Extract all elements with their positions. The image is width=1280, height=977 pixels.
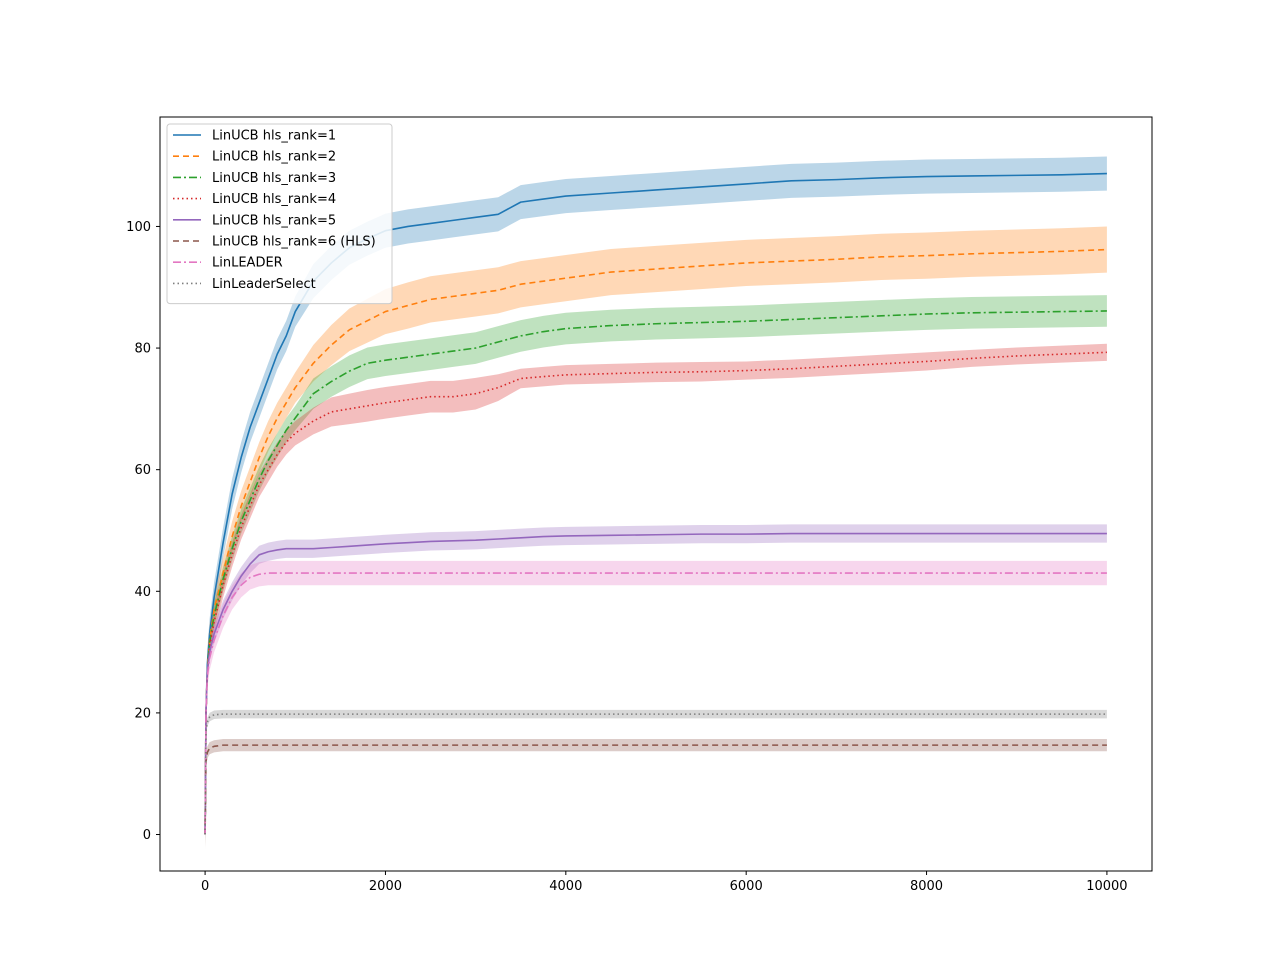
y-tick-label: 0 <box>143 828 151 843</box>
legend-label-4: LinUCB hls_rank=4 <box>212 192 336 207</box>
legend: LinUCB hls_rank=1 LinUCB hls_rank=2 LinUCB… <box>166 123 393 305</box>
x-axis: 0 2000 4000 6000 8000 10000 <box>201 871 1128 894</box>
legend-box <box>166 123 393 305</box>
legend-label-1: LinUCB hls_rank=1 <box>212 129 336 144</box>
plot-frame <box>159 116 1153 872</box>
y-tick-label: 20 <box>134 706 151 721</box>
legend-label-7: LinLEADER <box>212 256 283 271</box>
series-2-line <box>204 248 1107 835</box>
series-5-band <box>205 524 1107 844</box>
y-tick-label: 60 <box>134 463 151 478</box>
legend-label-3: LinUCB hls_rank=3 <box>212 171 336 186</box>
x-tick-label: 4000 <box>549 879 582 894</box>
x-tick-label: 8000 <box>910 879 943 894</box>
legend-label-8: LinLeaderSelect <box>212 277 316 292</box>
legend-label-2: LinUCB hls_rank=2 <box>212 150 336 165</box>
x-tick-label: 0 <box>201 879 209 894</box>
y-tick-label: 40 <box>134 585 151 600</box>
confidence-bands <box>205 156 1107 850</box>
series-7-line <box>204 572 1107 835</box>
series-8-line <box>204 713 1107 835</box>
y-tick-label: 80 <box>134 342 151 357</box>
y-tick-label: 100 <box>126 220 151 235</box>
x-tick-label: 10000 <box>1086 879 1127 894</box>
series-1-line <box>204 172 1107 835</box>
y-axis: 0 20 40 60 80 100 <box>126 220 160 843</box>
series-lines <box>204 172 1107 835</box>
series-4-line <box>204 351 1107 835</box>
x-tick-label: 6000 <box>730 879 763 894</box>
series-5-line <box>204 532 1107 835</box>
legend-label-5: LinUCB hls_rank=5 <box>212 213 336 228</box>
x-tick-label: 2000 <box>369 879 402 894</box>
legend-label-6: LinUCB hls_rank=6 (HLS) <box>212 235 376 250</box>
series-6-band <box>205 739 1107 841</box>
series-6-line <box>204 744 1107 835</box>
